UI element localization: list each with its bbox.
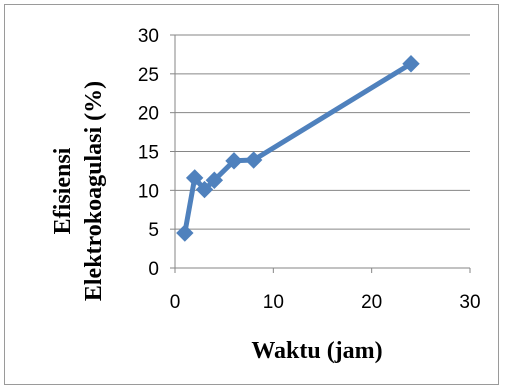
y-tick-label-20: 20 — [138, 104, 159, 125]
x-tick-label-30: 30 — [459, 292, 480, 313]
y-tick-label-10: 10 — [138, 181, 159, 202]
x-tick-label-10: 10 — [263, 292, 284, 313]
x-axis-title: Waktu (jam) — [251, 338, 382, 364]
series-line-0 — [182, 61, 414, 236]
y-tick-label-15: 15 — [138, 143, 159, 164]
y-axis-title-line-2: Elektrokoagulasi (%) — [81, 81, 107, 301]
data-point-6 — [402, 55, 420, 73]
y-tick-label-0: 0 — [148, 259, 159, 280]
y-tick-label-30: 30 — [138, 26, 159, 47]
data-point-0 — [176, 224, 194, 242]
x-tick-label-20: 20 — [361, 292, 382, 313]
data-point-4 — [225, 152, 243, 170]
data-point-3 — [205, 171, 224, 189]
y-axis-title-line-1: Efisiensi — [50, 147, 76, 234]
data-point-5 — [244, 151, 263, 169]
data-point-1 — [185, 169, 204, 187]
y-tick-label-5: 5 — [148, 220, 159, 241]
chart-area — [4, 4, 499, 385]
y-tick-label-25: 25 — [138, 65, 159, 86]
data-point-2 — [195, 180, 214, 199]
x-tick-label-0: 0 — [170, 292, 181, 313]
